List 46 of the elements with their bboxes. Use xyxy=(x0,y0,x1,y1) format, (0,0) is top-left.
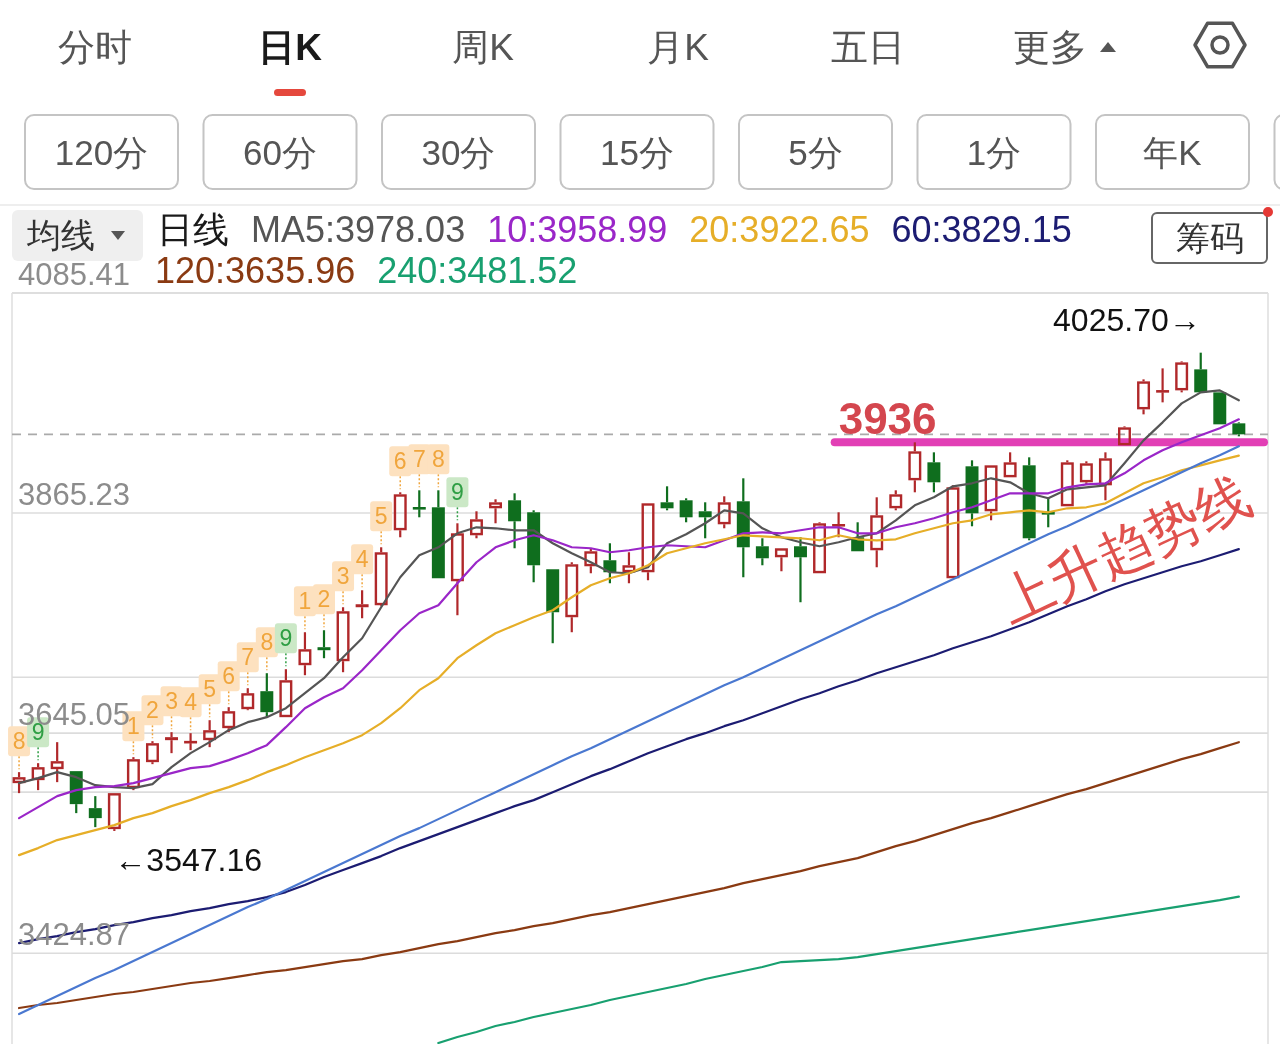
annotation: 4025.70→ xyxy=(1053,301,1201,338)
text: 120分 xyxy=(54,133,149,172)
text: 20:3922.65 xyxy=(689,209,870,250)
text: 2 xyxy=(317,586,331,613)
text: 8 xyxy=(12,728,26,755)
text: 120:3635.96 xyxy=(155,250,356,291)
text: 五日 xyxy=(831,27,905,68)
text: 更多 xyxy=(1013,27,1087,68)
text: 6 xyxy=(393,448,407,475)
text: 5 xyxy=(203,676,217,703)
text: 5分 xyxy=(788,133,843,172)
text: 周K xyxy=(452,27,515,68)
text: 3 xyxy=(165,688,178,715)
text: 1分 xyxy=(966,133,1022,172)
text: 筹码 xyxy=(1175,219,1244,257)
text: MA5:3978.03 xyxy=(251,209,466,250)
annotation: ←3547.16 xyxy=(114,841,263,878)
text: 8 xyxy=(260,629,274,656)
annotation: 上升趋势线 xyxy=(989,465,1260,634)
text: 6 xyxy=(222,663,236,690)
text: 60:3829.15 xyxy=(891,209,1072,250)
text: 2 xyxy=(146,697,159,724)
text: 1 xyxy=(298,588,312,615)
text: 240:3481.52 xyxy=(377,250,578,291)
text: 15分 xyxy=(600,133,674,172)
text: 7 xyxy=(412,446,426,473)
text: 60分 xyxy=(243,133,317,172)
text: 4 xyxy=(355,546,369,573)
text: 9 xyxy=(279,625,293,652)
text: 年K xyxy=(1143,133,1202,172)
text: 月K xyxy=(647,27,710,68)
text: 5 xyxy=(374,503,388,530)
text: 均线 xyxy=(26,216,95,254)
text: 日K xyxy=(258,27,323,68)
y-tick-label: 4085.41 xyxy=(18,257,131,292)
text: 分时 xyxy=(58,27,132,68)
text: 4 xyxy=(184,689,197,716)
text: 8 xyxy=(431,446,445,473)
y-tick-label: 3865.23 xyxy=(18,477,131,513)
text: 30分 xyxy=(421,133,496,172)
text: 3 xyxy=(336,563,350,590)
text: 10:3958.99 xyxy=(487,209,668,250)
legend-title: 日线 xyxy=(157,209,229,250)
text: 7 xyxy=(241,644,255,671)
ref-line-label: 3936 xyxy=(838,394,937,444)
text: 9 xyxy=(451,479,464,506)
